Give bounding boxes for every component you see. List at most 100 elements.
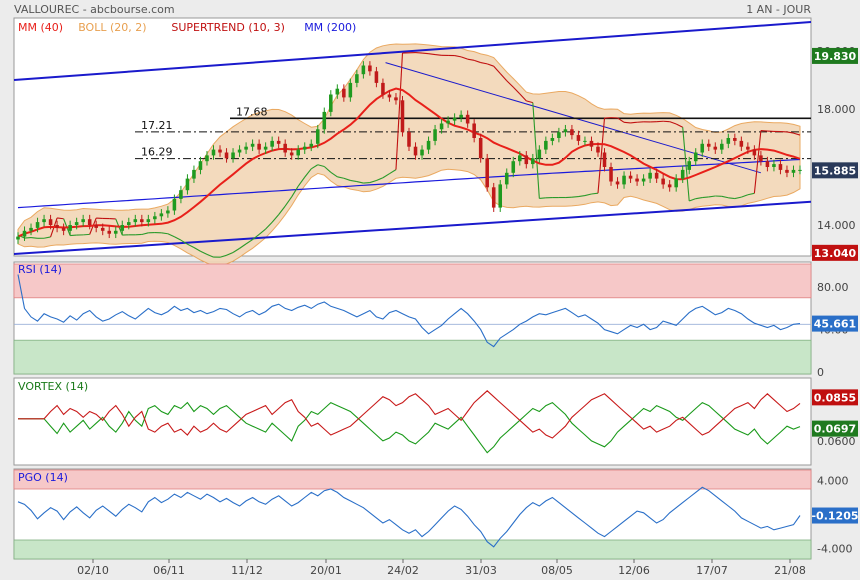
supertrend-segment	[187, 243, 195, 249]
supertrend-segment	[271, 214, 280, 223]
candle-body	[185, 178, 190, 191]
level-label: 17.68	[236, 105, 268, 118]
supertrend-segment	[226, 252, 234, 256]
rsi-line	[17, 274, 801, 348]
supertrend-segment	[669, 121, 677, 125]
vortex-layer	[18, 390, 801, 454]
supertrend-segment	[630, 121, 638, 124]
supertrend-segment	[304, 168, 312, 178]
pgo-badge: -0.1205	[811, 510, 858, 523]
candle-body	[596, 146, 600, 153]
candle-body	[250, 143, 255, 147]
supertrend-segment	[728, 197, 735, 200]
supertrend-segment	[206, 253, 214, 258]
candle-body	[661, 178, 665, 185]
candle-body	[726, 138, 731, 144]
candle-body	[433, 129, 437, 141]
x-tick-label: 08/05	[541, 564, 573, 577]
supertrend-segment	[141, 232, 149, 236]
level-label: 16.29	[141, 146, 173, 159]
x-tick-label: 31/03	[465, 564, 497, 577]
rsi-badge-bg	[812, 315, 858, 332]
candle-body	[283, 143, 287, 153]
price-legend-item: BOLL (20, 2)	[78, 21, 146, 34]
candle-body	[465, 114, 470, 124]
supertrend-segment	[43, 236, 51, 239]
price-layer: 17.68 17.21 16.29	[13, 21, 812, 267]
candle-body	[667, 184, 672, 188]
supertrend-segment	[741, 194, 749, 198]
vortex-y-tick: 0.0600	[817, 435, 856, 448]
candle-body	[355, 74, 359, 83]
supertrend-segment	[689, 198, 696, 202]
candle-body	[550, 138, 555, 141]
x-tick-label: 20/01	[310, 564, 342, 577]
channel-lower-line	[13, 200, 812, 255]
candle-body	[713, 146, 718, 150]
candle-body	[413, 146, 418, 156]
candle-body	[16, 236, 20, 240]
candle-body	[205, 155, 209, 162]
candle-body	[524, 155, 529, 165]
rsi-legend: RSI (14)	[18, 263, 62, 276]
supertrend-segment	[480, 62, 488, 65]
x-tick-label: 06/11	[153, 564, 185, 577]
supertrend-segment	[70, 234, 77, 237]
supertrend-segment	[343, 177, 351, 181]
price-badge-bg	[812, 47, 858, 64]
supertrend-segment	[571, 196, 579, 198]
price-y-tick: 14.000	[817, 219, 856, 232]
vortex-plus-badge-bg	[812, 420, 858, 437]
candle-body	[622, 175, 626, 185]
pgo-y-tick: -4.000	[817, 543, 852, 556]
candle-body	[628, 175, 633, 179]
candle-body	[407, 132, 411, 147]
candle-body	[113, 230, 118, 234]
candle-body	[218, 149, 222, 153]
supertrend-segment	[682, 127, 690, 202]
candle-body	[798, 169, 802, 171]
candle-body	[733, 138, 737, 141]
candle-body	[576, 135, 581, 141]
vortex-minus-badge: 0.0855	[814, 391, 856, 404]
pgo-y-tick: 4.000	[817, 475, 849, 488]
candle-body	[641, 178, 646, 182]
candle-body	[485, 158, 489, 188]
supertrend-segment	[284, 196, 293, 207]
price-y-tick: 18.000	[817, 103, 856, 116]
candle-body	[531, 158, 535, 165]
chart-period: 1 AN - JOUR	[746, 3, 811, 16]
candle-body	[635, 178, 639, 182]
candle-body	[368, 65, 372, 72]
supertrend-segment	[193, 247, 201, 252]
supertrend-segment	[721, 195, 729, 199]
candle-body	[400, 100, 405, 133]
supertrend-segment	[493, 65, 501, 74]
supertrend-segment	[265, 221, 273, 230]
supertrend-segment	[591, 192, 599, 195]
candle-body	[511, 161, 516, 173]
candle-body	[342, 88, 346, 98]
candle-body	[296, 149, 300, 156]
candle-body	[166, 210, 170, 214]
supertrend-segment	[200, 250, 208, 255]
supertrend-segment	[597, 117, 606, 194]
candle-body	[557, 132, 561, 138]
rsi-overbought-zone	[13, 263, 812, 299]
candle-body	[504, 172, 509, 185]
candle-body	[211, 149, 216, 156]
candle-body	[257, 143, 261, 150]
supertrend-segment	[83, 233, 90, 236]
candle-body	[270, 140, 274, 147]
candle-body	[472, 123, 476, 138]
price-badge-bg	[812, 244, 858, 261]
x-tick-label: 17/07	[696, 564, 728, 577]
candle-body	[680, 169, 685, 179]
vortex-panel[interactable]	[13, 377, 812, 466]
pgo-upper-zone	[13, 469, 812, 490]
channel-upper-line	[13, 21, 812, 81]
candle-body	[127, 222, 131, 225]
supertrend-segment	[245, 239, 253, 245]
candle-body	[381, 82, 385, 95]
candle-body	[302, 146, 307, 150]
